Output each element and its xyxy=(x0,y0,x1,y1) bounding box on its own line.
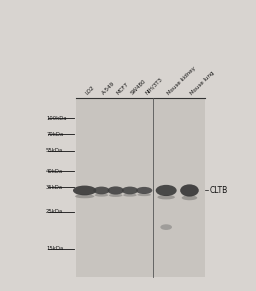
Text: LO2: LO2 xyxy=(85,85,95,96)
Ellipse shape xyxy=(180,184,199,197)
Text: 35kDa: 35kDa xyxy=(46,185,63,190)
Text: 55kDa: 55kDa xyxy=(46,148,63,153)
Text: SW480: SW480 xyxy=(130,78,147,96)
Ellipse shape xyxy=(157,195,175,199)
Ellipse shape xyxy=(137,193,151,196)
Ellipse shape xyxy=(108,186,124,195)
Text: Mouse kidney: Mouse kidney xyxy=(166,65,197,96)
Ellipse shape xyxy=(95,194,108,197)
Text: A-549: A-549 xyxy=(101,81,116,96)
Ellipse shape xyxy=(75,194,94,198)
Text: Mouse lung: Mouse lung xyxy=(189,70,215,96)
Ellipse shape xyxy=(73,186,96,195)
Ellipse shape xyxy=(93,187,110,194)
Ellipse shape xyxy=(123,194,137,197)
Text: NIH/3T3: NIH/3T3 xyxy=(144,77,163,96)
FancyBboxPatch shape xyxy=(76,98,205,277)
Ellipse shape xyxy=(182,195,197,200)
Ellipse shape xyxy=(156,185,177,196)
Ellipse shape xyxy=(109,194,122,197)
Ellipse shape xyxy=(122,187,138,194)
Ellipse shape xyxy=(160,224,172,230)
Text: MCF7: MCF7 xyxy=(116,81,130,96)
Ellipse shape xyxy=(136,187,152,194)
Text: 100kDa: 100kDa xyxy=(46,116,67,121)
Text: 25kDa: 25kDa xyxy=(46,209,63,214)
Text: 15kDa: 15kDa xyxy=(46,246,63,251)
Text: 70kDa: 70kDa xyxy=(46,132,63,137)
Text: 40kDa: 40kDa xyxy=(46,168,63,174)
Text: CLTB: CLTB xyxy=(210,186,228,195)
